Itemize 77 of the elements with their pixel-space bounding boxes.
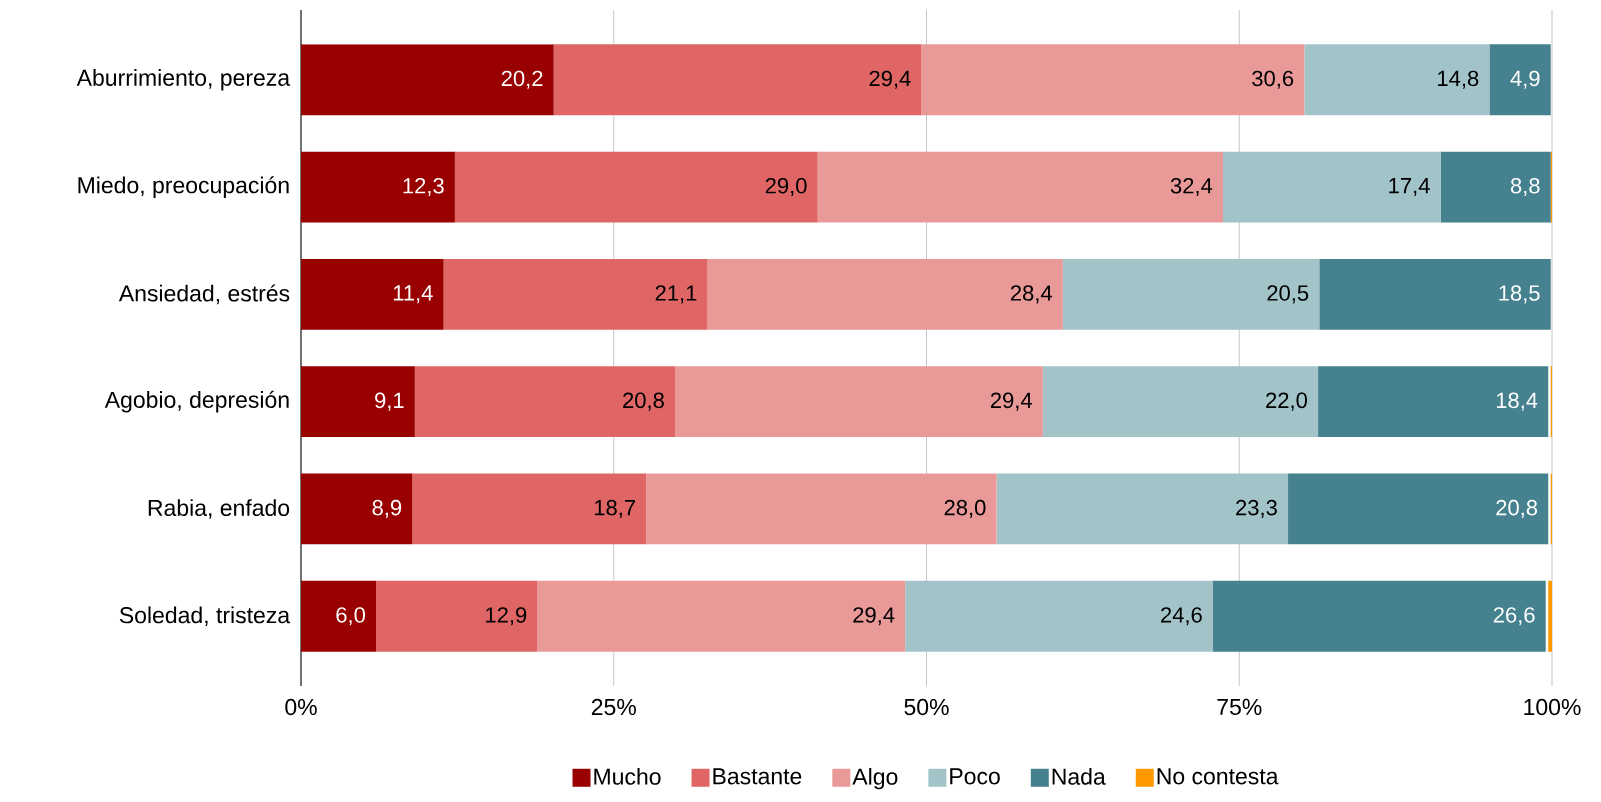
bar	[1042, 366, 1319, 438]
data-label: 6,0	[336, 607, 365, 626]
legend-label: Bastante	[713, 768, 802, 785]
data-label: 26,6	[1493, 607, 1535, 626]
legend-label: Poco	[950, 768, 1000, 785]
data-label: 24,6	[1161, 607, 1202, 626]
x-tick-label: 100%	[1524, 698, 1581, 716]
data-label: 23,3	[1236, 499, 1277, 519]
bar	[1440, 151, 1551, 223]
data-label: 17,4	[1389, 178, 1430, 196]
y-tick-label: Rabia, enfado	[148, 499, 290, 519]
bar	[675, 366, 1043, 438]
bar	[996, 473, 1289, 545]
bar	[376, 580, 538, 652]
bar	[412, 473, 647, 545]
bar	[1489, 44, 1551, 116]
bar	[1212, 580, 1546, 652]
y-tick-label: Ansiedad, estrés	[118, 284, 290, 305]
data-label: 8,9	[372, 499, 402, 519]
data-label: 12,3	[403, 177, 444, 197]
bar	[905, 580, 1213, 652]
bar	[301, 258, 444, 330]
bar	[301, 580, 377, 652]
data-label: 28,4	[1010, 285, 1053, 304]
data-label: 11,4	[393, 285, 433, 304]
y-tick-label: Miedo, preocupación	[78, 176, 289, 198]
bar	[454, 151, 818, 223]
bar	[817, 151, 1223, 223]
y-tick-label: Agobio, depresión	[104, 390, 289, 413]
data-label: 18,4	[1496, 392, 1538, 411]
data-label: 29,4	[853, 607, 895, 626]
y-tick-label: Soledad, tristeza	[119, 606, 291, 627]
data-label: 4,9	[1510, 70, 1540, 89]
data-label: 14,8	[1438, 70, 1479, 89]
data-label: 29,4	[990, 392, 1032, 411]
data-label: 20,8	[1496, 499, 1538, 519]
bar	[1318, 366, 1549, 438]
x-tick-label: 75%	[1217, 698, 1262, 716]
data-label: 20,8	[623, 392, 664, 411]
data-label: 30,6	[1252, 70, 1294, 89]
x-tick-label: 25%	[591, 698, 636, 716]
bar	[1222, 151, 1441, 223]
bar	[1319, 258, 1551, 330]
legend-label: Algo	[852, 767, 898, 790]
legend-label: No contesta	[1157, 768, 1279, 785]
legend-label: Nada	[1052, 767, 1106, 785]
bar	[414, 366, 676, 438]
data-label: 29,0	[765, 177, 807, 197]
data-label: 8,8	[1510, 177, 1540, 197]
bar	[301, 44, 554, 116]
data-label: 9,1	[375, 392, 404, 411]
bar	[301, 151, 455, 223]
data-label: 28,0	[944, 499, 986, 519]
data-label: 20,2	[501, 70, 543, 89]
bar	[921, 44, 1305, 116]
data-label: 20,5	[1267, 285, 1309, 304]
bar	[537, 580, 906, 652]
bar	[301, 366, 415, 438]
data-label: 32,4	[1170, 177, 1213, 197]
bar	[1304, 44, 1490, 116]
x-tick-label: 50%	[904, 698, 949, 716]
data-label: 18,5	[1499, 285, 1540, 304]
data-label: 18,7	[594, 499, 635, 519]
x-tick-label: 0%	[285, 698, 317, 716]
bar	[553, 44, 922, 116]
bar	[707, 258, 1063, 330]
bar	[301, 473, 413, 545]
bar	[443, 258, 708, 330]
bar	[646, 473, 997, 545]
data-label: 29,4	[869, 70, 911, 89]
data-label: 22,0	[1266, 392, 1307, 411]
data-label: 21,1	[655, 285, 697, 304]
bar	[1062, 258, 1320, 330]
y-tick-label: Aburrimiento, pereza	[76, 69, 291, 91]
data-label: 12,9	[486, 607, 527, 626]
legend-label: Mucho	[594, 767, 661, 785]
bar	[1288, 473, 1549, 545]
